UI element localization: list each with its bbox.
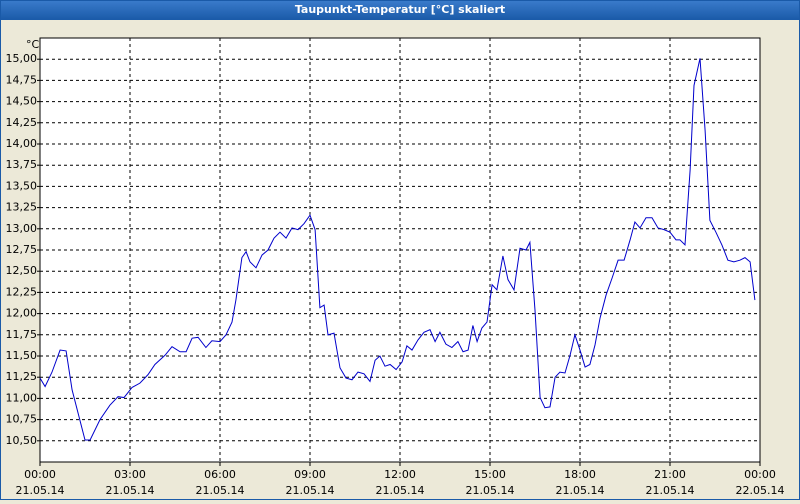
- y-tick-label: 11,25: [6, 370, 38, 383]
- x-tick-date: 21.05.14: [286, 484, 335, 497]
- y-tick-label: 10,75: [6, 413, 38, 426]
- chart-title: Taupunkt-Temperatur [°C] skaliert: [295, 3, 505, 16]
- y-tick-label: 13,75: [6, 158, 38, 171]
- x-tick-label: 18:00: [564, 468, 596, 481]
- x-tick-label: 06:00: [204, 468, 236, 481]
- y-tick-label: 14,25: [6, 116, 38, 129]
- y-tick-label: 14,00: [6, 137, 38, 150]
- x-tick-label: 21:00: [654, 468, 686, 481]
- data-line: [39, 58, 756, 441]
- y-tick-label: 13,00: [6, 222, 38, 235]
- y-tick-label: 12,75: [6, 243, 38, 256]
- y-tick-label: 13,25: [6, 201, 38, 214]
- x-tick-date: 21.05.14: [466, 484, 515, 497]
- y-tick-label: 12,50: [6, 264, 38, 277]
- x-tick-label: 00:00: [744, 468, 776, 481]
- y-tick-label: 11,00: [6, 391, 38, 404]
- x-tick-label: 09:00: [294, 468, 326, 481]
- x-tick-date: 21.05.14: [106, 484, 155, 497]
- x-tick-date: 21.05.14: [646, 484, 695, 497]
- x-tick-date: 21.05.14: [376, 484, 425, 497]
- y-tick-label: 15,00: [6, 52, 38, 65]
- title-bar: [0, 0, 800, 20]
- x-tick-label: 12:00: [384, 468, 416, 481]
- x-tick-date: 21.05.14: [196, 484, 245, 497]
- y-tick-label: 12,25: [6, 285, 38, 298]
- x-tick-date: 21.05.14: [556, 484, 605, 497]
- y-unit: °C: [26, 38, 40, 51]
- x-tick-label: 15:00: [474, 468, 506, 481]
- y-tick-label: 14,50: [6, 95, 38, 108]
- y-tick-label: 14,75: [6, 73, 38, 86]
- x-tick-date: 22.05.14: [736, 484, 785, 497]
- y-tick-label: 12,00: [6, 307, 38, 320]
- x-tick-label: 03:00: [114, 468, 146, 481]
- x-tick-date: 21.05.14: [16, 484, 65, 497]
- y-tick-label: 10,50: [6, 434, 38, 447]
- y-tick-label: 13,50: [6, 179, 38, 192]
- x-tick-label: 00:00: [24, 468, 56, 481]
- y-tick-label: 11,50: [6, 349, 38, 362]
- y-tick-label: 11,75: [6, 328, 38, 341]
